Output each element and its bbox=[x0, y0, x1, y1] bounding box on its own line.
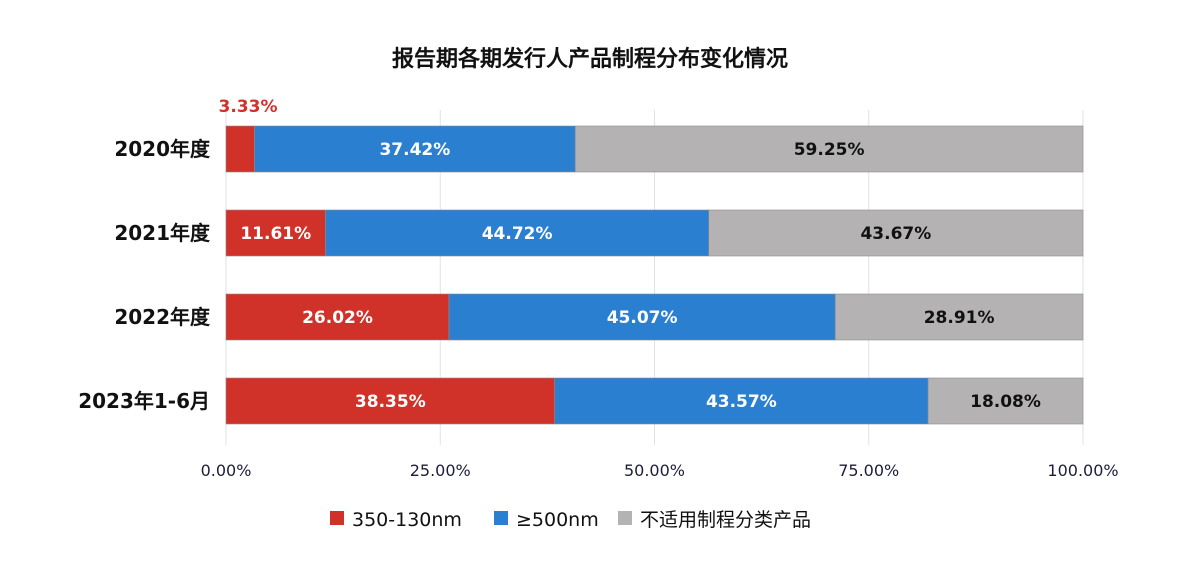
bar-segment bbox=[225, 293, 450, 341]
category-label: 2023年1-6月 bbox=[78, 389, 210, 413]
bar-segment bbox=[325, 209, 710, 257]
data-label: 26.02% bbox=[302, 308, 373, 328]
category-label: 2020年度 bbox=[114, 137, 211, 161]
x-tick-label: 0.00% bbox=[201, 461, 252, 480]
x-tick-label: 75.00% bbox=[838, 461, 899, 480]
data-label: 18.08% bbox=[970, 392, 1041, 412]
data-label: 45.07% bbox=[607, 308, 678, 328]
legend-swatch bbox=[494, 511, 508, 525]
legend-swatch bbox=[618, 511, 632, 525]
data-label: 11.61% bbox=[240, 224, 311, 244]
category-label: 2022年度 bbox=[114, 305, 211, 329]
legend-swatch bbox=[330, 511, 344, 525]
data-label: 59.25% bbox=[794, 140, 865, 160]
data-label: 43.57% bbox=[706, 392, 777, 412]
legend-label: ≥500nm bbox=[516, 509, 599, 531]
x-tick-label: 50.00% bbox=[624, 461, 685, 480]
bar-segment bbox=[225, 209, 326, 257]
bar-segment bbox=[225, 125, 255, 173]
data-label: 44.72% bbox=[482, 224, 553, 244]
data-label: 3.33% bbox=[219, 97, 278, 117]
x-tick-label: 25.00% bbox=[410, 461, 471, 480]
bar-segment bbox=[927, 377, 1084, 425]
category-label: 2021年度 bbox=[114, 221, 211, 245]
bar-segment bbox=[574, 125, 1084, 173]
data-label: 28.91% bbox=[924, 308, 995, 328]
bar-segment bbox=[254, 125, 576, 173]
legend-label: 350-130nm bbox=[352, 509, 462, 531]
x-tick-label: 100.00% bbox=[1047, 461, 1118, 480]
legend-label: 不适用制程分类产品 bbox=[640, 509, 811, 531]
bar-segment bbox=[708, 209, 1084, 257]
bar-segment bbox=[448, 293, 836, 341]
data-label: 38.35% bbox=[355, 392, 426, 412]
chart-title: 报告期各期发行人产品制程分布变化情况 bbox=[392, 46, 788, 72]
bar-segment bbox=[554, 377, 929, 425]
data-label: 37.42% bbox=[379, 140, 450, 160]
bar-segment bbox=[225, 377, 555, 425]
bar-segment bbox=[834, 293, 1084, 341]
data-label: 43.67% bbox=[860, 224, 931, 244]
